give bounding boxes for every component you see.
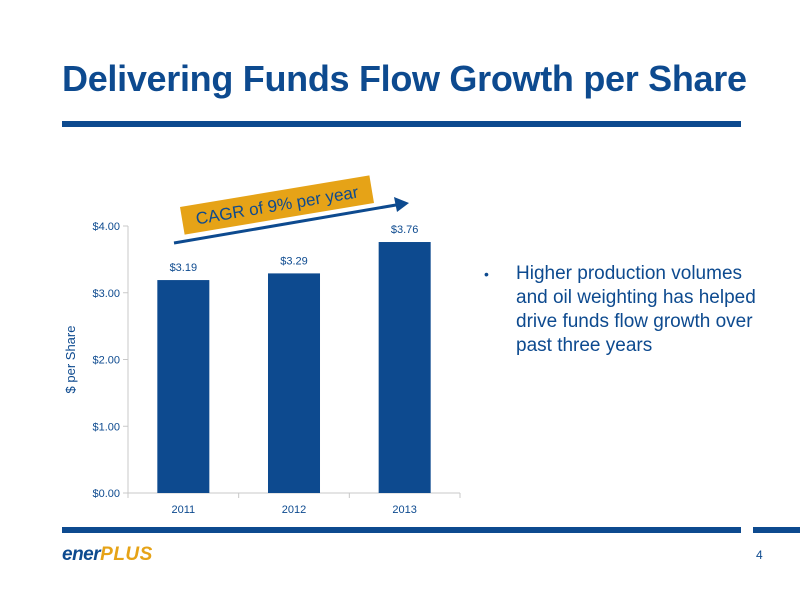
bullet-point: • Higher production volumes and oil weig…	[484, 262, 774, 358]
enerplus-logo: enerPLUS	[62, 544, 153, 566]
page-number: 4	[756, 548, 763, 562]
bar-2013	[378, 242, 431, 493]
chart-y-axis: $0.00 $1.00 $2.00 $3.00 $4.00	[92, 221, 129, 500]
bullet-marker: •	[484, 266, 489, 282]
bar-value-label: $3.76	[391, 224, 419, 236]
bar-value-label: $3.29	[280, 255, 308, 267]
y-tick-label: $4.00	[92, 221, 120, 233]
logo-text-ener: ener	[62, 544, 101, 565]
chart-x-axis: 2011 2012 2013	[127, 492, 461, 516]
bar-value-label: $3.19	[170, 262, 198, 274]
x-tick-label: 2013	[392, 504, 416, 516]
logo-text-plus: PLUS	[100, 544, 153, 565]
chart-bars: $3.19 $3.29 $3.76	[157, 224, 431, 493]
bar-2012	[267, 273, 321, 493]
y-axis-label: $ per Share	[63, 326, 78, 394]
cagr-banner	[180, 175, 374, 235]
x-tick-label: 2012	[282, 504, 306, 516]
page-title: Delivering Funds Flow Growth per Share	[62, 58, 747, 99]
x-tick-label: 2011	[172, 504, 196, 516]
y-tick-label: $3.00	[92, 288, 120, 300]
footer-divider-stub	[753, 527, 800, 533]
bullet-text: Higher production volumes and oil weight…	[516, 263, 756, 356]
y-tick-label: $0.00	[92, 488, 120, 500]
footer-divider	[62, 527, 741, 533]
title-divider	[62, 121, 741, 127]
y-tick-label: $1.00	[92, 421, 120, 433]
cagr-annotation: CAGR of 9% per year	[173, 175, 409, 245]
y-tick-label: $2.00	[92, 355, 120, 367]
trend-arrowhead	[394, 197, 409, 212]
bar-2011	[157, 280, 210, 493]
trend-arrow	[173, 203, 397, 245]
